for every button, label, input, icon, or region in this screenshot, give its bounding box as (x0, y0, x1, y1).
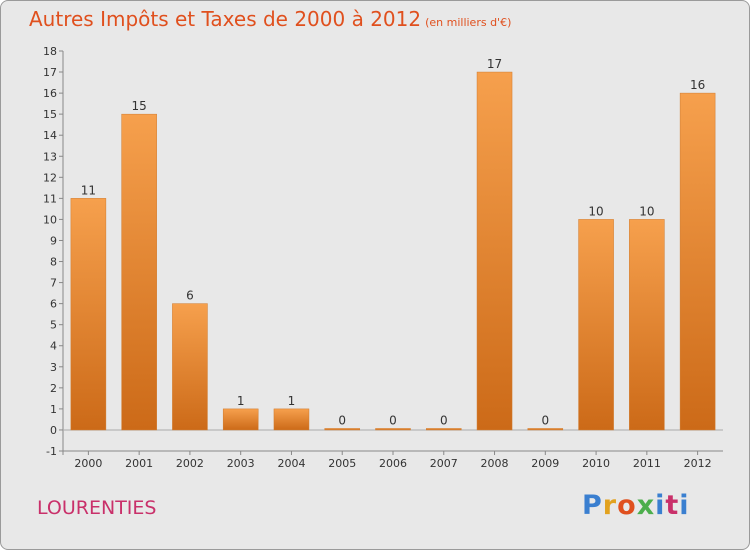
y-tick-label: 10 (43, 213, 57, 226)
x-tick-label: 2006 (379, 457, 407, 470)
bar-2008 (476, 71, 513, 431)
chart-title: Autres Impôts et Taxes de 2000 à 2012 (en… (29, 7, 511, 31)
bar-2007 (426, 428, 462, 431)
data-label-2002: 6 (186, 289, 194, 303)
x-tick-label: 2007 (430, 457, 458, 470)
data-label-2001: 15 (132, 99, 147, 113)
bar-2001 (121, 113, 157, 431)
y-tick-label: 18 (43, 45, 57, 58)
y-tick-label: -1 (46, 445, 57, 458)
y-tick-label: 4 (50, 340, 57, 353)
x-tick-label: 2008 (481, 457, 509, 470)
bar-2010 (578, 219, 614, 431)
x-tick-label: 2000 (74, 457, 102, 470)
data-label-2011: 10 (639, 204, 654, 218)
data-label-2000: 11 (81, 183, 96, 197)
data-label-2005: 0 (338, 413, 346, 427)
chart-subtitle: (en milliers d'€) (425, 16, 512, 29)
bar-2003 (222, 408, 259, 431)
data-label-2008: 17 (487, 57, 502, 71)
y-tick-label: 5 (50, 319, 57, 332)
x-tick-label: 2010 (582, 457, 610, 470)
bar-2000 (70, 198, 107, 431)
data-label-2007: 0 (440, 413, 448, 427)
x-tick-label: 2002 (176, 457, 204, 470)
x-tick-label: 2001 (125, 457, 153, 470)
y-tick-label: 8 (50, 256, 57, 269)
y-tick-label: 11 (43, 192, 57, 205)
x-tick-label: 2012 (684, 457, 712, 470)
x-tick-label: 2003 (227, 457, 255, 470)
bar-2004 (273, 408, 310, 431)
y-tick-label: 14 (43, 129, 57, 142)
data-label-2004: 1 (288, 394, 296, 408)
y-tick-label: 0 (50, 424, 57, 437)
y-tick-label: 1 (50, 403, 57, 416)
y-tick-label: 13 (43, 150, 57, 163)
data-label-2009: 0 (541, 413, 549, 427)
x-tick-label: 2011 (633, 457, 661, 470)
place-name: LOURENTIES (37, 497, 157, 519)
bar-2009 (527, 428, 564, 431)
bar-2002 (172, 303, 208, 431)
y-tick-label: 6 (50, 298, 57, 311)
y-tick-label: 16 (43, 87, 57, 100)
data-label-2006: 0 (389, 413, 397, 427)
proxiti-logo: Proxiti (582, 490, 690, 521)
y-tick-label: 2 (50, 382, 57, 395)
bar-2006 (375, 428, 411, 431)
bar-2011 (629, 219, 665, 431)
y-tick-label: 15 (43, 108, 57, 121)
bar-2012 (679, 92, 716, 431)
y-tick-label: 9 (50, 234, 57, 247)
y-tick-label: 17 (43, 66, 57, 79)
y-tick-label: 3 (50, 361, 57, 374)
chart-title-text: Autres Impôts et Taxes de 2000 à 2012 (29, 7, 422, 31)
y-tick-label: 12 (43, 171, 57, 184)
x-tick-label: 2004 (277, 457, 305, 470)
y-tick-label: 7 (50, 277, 57, 290)
data-label-2003: 1 (237, 394, 245, 408)
bar-2005 (324, 428, 360, 431)
bars (70, 71, 716, 431)
x-tick-label: 2005 (328, 457, 356, 470)
data-label-2010: 10 (588, 204, 603, 218)
data-label-2012: 16 (690, 78, 705, 92)
x-tick-label: 2009 (531, 457, 559, 470)
